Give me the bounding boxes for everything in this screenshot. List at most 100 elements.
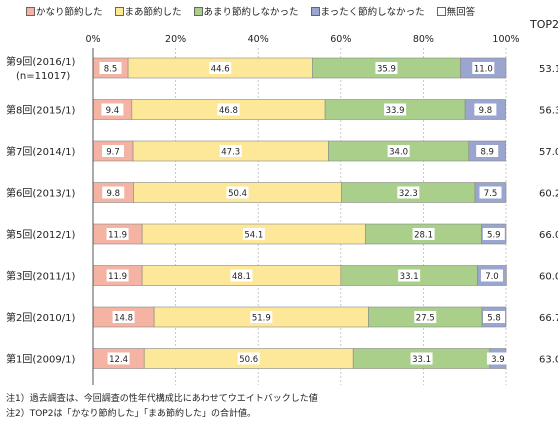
data-label-bg xyxy=(217,103,240,116)
data-label: 7.0 xyxy=(485,272,499,282)
x-tick-label: 60% xyxy=(330,34,351,45)
data-label-bg xyxy=(230,269,253,282)
legend: かなり節約した まあ節約した あまり節約しなかった まったく節約しなかった 無回答 xyxy=(26,4,487,18)
category-label: 第7回(2014/1) xyxy=(6,145,75,158)
data-label: 28.1 xyxy=(414,231,433,241)
data-label-bg xyxy=(483,311,506,323)
category-label: 第6回(2013/1) xyxy=(6,187,75,200)
data-label: 34.0 xyxy=(389,148,408,158)
legend-label: かなり節約した xyxy=(36,7,103,18)
data-label-bg xyxy=(102,145,125,157)
data-label: 3.9 xyxy=(491,355,505,365)
top2-value: 60.0 xyxy=(539,272,558,283)
data-label-bg xyxy=(107,352,130,365)
legend-swatch xyxy=(436,7,446,16)
data-label: 9.4 xyxy=(106,106,120,116)
data-label-bg xyxy=(387,145,410,157)
category-label: 第5回(2012/1) xyxy=(6,228,75,241)
legend-item: 無回答 xyxy=(436,4,476,18)
x-tick-label: 80% xyxy=(413,34,434,45)
data-label-bg xyxy=(476,145,499,157)
data-label: 50.4 xyxy=(228,189,247,199)
top2-value: 66.0 xyxy=(539,230,558,241)
category-label: 第3回(2011/1) xyxy=(6,270,75,283)
data-label-bg xyxy=(250,311,273,323)
data-label-bg xyxy=(397,186,420,199)
data-label: 44.6 xyxy=(211,65,230,75)
data-label-bg xyxy=(410,352,433,365)
data-label: 33.1 xyxy=(412,355,431,365)
notes: 注1）過去調査は、今回調査の性年代構成比にあわせてウエイトバックした値 注2）T… xyxy=(6,392,318,422)
data-label-bg xyxy=(482,228,505,240)
legend-item: まあ節約した xyxy=(114,4,182,18)
category-label: 第1回(2009/1) xyxy=(6,353,75,366)
data-label: 48.1 xyxy=(232,272,251,282)
data-label-bg xyxy=(486,352,509,365)
data-label: 33.9 xyxy=(386,106,405,116)
category-label: 第9回(2016/1) xyxy=(6,55,75,68)
category-label: (n=11017) xyxy=(16,71,70,82)
data-label: 14.8 xyxy=(114,314,133,324)
note-1: 注1）過去調査は、今回調査の性年代構成比にあわせてウエイトバックした値 xyxy=(6,394,318,404)
data-label-bg xyxy=(474,103,497,116)
data-label-bg xyxy=(375,62,398,74)
category-label: 第2回(2010/1) xyxy=(6,311,75,324)
data-label-bg xyxy=(106,269,129,282)
x-tick-label: 100% xyxy=(492,34,519,45)
data-label-bg xyxy=(99,62,122,74)
data-label: 47.3 xyxy=(221,148,240,158)
data-label: 5.9 xyxy=(487,231,501,241)
data-label-bg xyxy=(102,186,125,199)
legend-swatch xyxy=(114,7,124,16)
data-label-bg xyxy=(219,145,242,157)
data-label-bg xyxy=(101,103,124,116)
data-label: 8.9 xyxy=(480,148,494,158)
data-label-bg xyxy=(472,62,495,74)
data-label: 11.0 xyxy=(474,65,493,75)
category-label: 第8回(2015/1) xyxy=(6,104,75,117)
legend-swatch xyxy=(26,7,35,16)
data-label: 5.8 xyxy=(487,314,501,324)
data-label-bg xyxy=(106,228,129,240)
data-label-bg xyxy=(226,186,249,199)
legend-item: まったく節約しなかった xyxy=(310,4,425,18)
data-label-bg xyxy=(242,228,265,240)
data-label: 46.8 xyxy=(219,106,238,116)
legend-label: 無回答 xyxy=(446,7,476,18)
data-label: 32.3 xyxy=(399,189,418,199)
top2-value: 66.7 xyxy=(539,313,558,324)
data-label: 33.1 xyxy=(400,272,419,282)
legend-item: あまり節約しなかった xyxy=(193,4,299,18)
top2-value: 60.2 xyxy=(539,189,558,200)
data-label: 9.7 xyxy=(106,148,120,158)
data-label-bg xyxy=(480,269,503,282)
data-label-bg xyxy=(237,352,260,365)
data-label: 11.9 xyxy=(108,272,127,282)
data-label-bg xyxy=(384,103,407,116)
data-label: 54.1 xyxy=(244,231,263,241)
top2-value: 53.1 xyxy=(539,64,558,75)
data-label-bg xyxy=(209,62,232,74)
top2-value: 63.0 xyxy=(539,355,558,366)
top2-value: 56.3 xyxy=(539,106,558,117)
data-label-bg xyxy=(112,311,135,323)
data-label-bg xyxy=(479,186,502,199)
data-label: 7.5 xyxy=(484,189,498,199)
x-tick-label: 0% xyxy=(85,34,100,45)
legend-label: まったく節約しなかった xyxy=(320,7,425,18)
data-label: 11.9 xyxy=(108,231,127,241)
data-label: 27.5 xyxy=(416,314,435,324)
top2-value: 57.0 xyxy=(539,147,558,158)
legend-label: あまり節約しなかった xyxy=(203,7,299,18)
x-tick-label: 20% xyxy=(165,34,186,45)
note-2: 注2）TOP2は「かなり節約した」「まあ節約した」の合計値。 xyxy=(6,409,256,419)
top2-header: TOP2 xyxy=(529,18,558,31)
data-label-bg xyxy=(414,311,437,323)
legend-label: まあ節約した xyxy=(124,7,182,18)
data-label: 8.5 xyxy=(104,65,118,75)
legend-swatch xyxy=(310,7,320,16)
legend-swatch xyxy=(193,7,203,16)
x-tick-label: 40% xyxy=(248,34,269,45)
data-label: 50.6 xyxy=(239,355,258,365)
